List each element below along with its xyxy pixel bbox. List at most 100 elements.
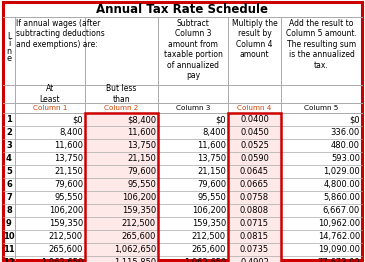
Bar xyxy=(85,113,158,126)
Bar xyxy=(85,152,158,165)
Text: 1,062,650: 1,062,650 xyxy=(184,258,226,262)
Text: 159,350: 159,350 xyxy=(122,206,156,215)
Text: Column 2: Column 2 xyxy=(104,105,139,111)
Text: 106,200: 106,200 xyxy=(192,206,226,215)
Bar xyxy=(85,217,158,230)
Text: 212,500: 212,500 xyxy=(49,232,83,241)
Text: e: e xyxy=(7,54,12,63)
Text: 14,762.00: 14,762.00 xyxy=(318,232,360,241)
Text: 11,600: 11,600 xyxy=(197,141,226,150)
Text: 212,500: 212,500 xyxy=(192,232,226,241)
Text: 95,550: 95,550 xyxy=(197,193,226,202)
Text: 77,673.00: 77,673.00 xyxy=(318,258,360,262)
Text: 79,600: 79,600 xyxy=(127,167,156,176)
Text: Column 5: Column 5 xyxy=(304,105,339,111)
Text: 10: 10 xyxy=(3,232,15,241)
Text: 6: 6 xyxy=(6,180,12,189)
Text: 5,860.00: 5,860.00 xyxy=(323,193,360,202)
Text: 212,500: 212,500 xyxy=(122,219,156,228)
Text: 79,600: 79,600 xyxy=(54,180,83,189)
Text: 1,029.00: 1,029.00 xyxy=(323,167,360,176)
Text: 0.0400: 0.0400 xyxy=(240,115,269,124)
Text: 0.0590: 0.0590 xyxy=(240,154,269,163)
Bar xyxy=(85,230,158,243)
Text: $0: $0 xyxy=(215,115,226,124)
Text: 8,400: 8,400 xyxy=(59,128,83,137)
Text: Column 3: Column 3 xyxy=(176,105,210,111)
Text: 13,750: 13,750 xyxy=(197,154,226,163)
Text: L: L xyxy=(7,31,11,41)
Text: 8,400: 8,400 xyxy=(202,128,226,137)
Text: Column 4: Column 4 xyxy=(237,105,272,111)
Text: 9: 9 xyxy=(6,219,12,228)
Text: Annual Tax Rate Schedule: Annual Tax Rate Schedule xyxy=(96,3,269,16)
Text: 4,800.00: 4,800.00 xyxy=(323,180,360,189)
Text: 5: 5 xyxy=(6,167,12,176)
Text: 2: 2 xyxy=(6,128,12,137)
Bar xyxy=(85,139,158,152)
Text: 13,750: 13,750 xyxy=(54,154,83,163)
Text: 0.0450: 0.0450 xyxy=(240,128,269,137)
Text: 79,600: 79,600 xyxy=(197,180,226,189)
Text: 0.0645: 0.0645 xyxy=(240,167,269,176)
Text: 8: 8 xyxy=(6,206,12,215)
Text: 0.0715: 0.0715 xyxy=(240,219,269,228)
Text: 12: 12 xyxy=(3,258,15,262)
Text: 265,600: 265,600 xyxy=(49,245,83,254)
Text: 11,600: 11,600 xyxy=(54,141,83,150)
Bar xyxy=(228,152,281,165)
Text: 6,667.00: 6,667.00 xyxy=(323,206,360,215)
Text: $0: $0 xyxy=(72,115,83,124)
Text: 95,550: 95,550 xyxy=(127,180,156,189)
Text: 0.0808: 0.0808 xyxy=(240,206,269,215)
Text: 21,150: 21,150 xyxy=(127,154,156,163)
Text: 336.00: 336.00 xyxy=(331,128,360,137)
Text: 1,062,650: 1,062,650 xyxy=(41,258,83,262)
Text: Column 1: Column 1 xyxy=(33,105,67,111)
Text: i: i xyxy=(8,39,10,48)
Text: 593.00: 593.00 xyxy=(331,154,360,163)
Text: 265,600: 265,600 xyxy=(122,232,156,241)
Text: 21,150: 21,150 xyxy=(197,167,226,176)
Text: At
Least: At Least xyxy=(40,84,60,104)
Text: 0.4902: 0.4902 xyxy=(240,258,269,262)
Text: Subtract
Column 3
amount from
taxable portion
of annualized
pay: Subtract Column 3 amount from taxable po… xyxy=(164,19,222,80)
Text: 13,750: 13,750 xyxy=(127,141,156,150)
Text: 480.00: 480.00 xyxy=(331,141,360,150)
Text: 11: 11 xyxy=(3,245,15,254)
Bar xyxy=(85,178,158,191)
Bar xyxy=(228,256,281,262)
Text: Add the result to
Column 5 amount.
The resulting sum
is the annualized
tax.: Add the result to Column 5 amount. The r… xyxy=(286,19,357,70)
Text: 0.0525: 0.0525 xyxy=(240,141,269,150)
Text: 106,200: 106,200 xyxy=(49,206,83,215)
Text: Multiply the
result by
Column 4
amount: Multiply the result by Column 4 amount xyxy=(232,19,277,59)
Text: 19,090.00: 19,090.00 xyxy=(318,245,360,254)
Bar xyxy=(228,113,281,126)
Text: 106,200: 106,200 xyxy=(122,193,156,202)
Text: n: n xyxy=(7,47,12,56)
Text: 4: 4 xyxy=(6,154,12,163)
Text: 0.0758: 0.0758 xyxy=(240,193,269,202)
Bar xyxy=(85,191,158,204)
Bar xyxy=(228,113,281,262)
Bar xyxy=(228,178,281,191)
Text: 159,350: 159,350 xyxy=(192,219,226,228)
Bar xyxy=(228,230,281,243)
Bar xyxy=(228,204,281,217)
Text: 159,350: 159,350 xyxy=(49,219,83,228)
Text: 265,600: 265,600 xyxy=(192,245,226,254)
Bar xyxy=(85,126,158,139)
Text: 3: 3 xyxy=(6,141,12,150)
Bar xyxy=(228,126,281,139)
Text: 1: 1 xyxy=(6,115,12,124)
Bar xyxy=(85,165,158,178)
Bar xyxy=(228,243,281,256)
Text: $8,400: $8,400 xyxy=(127,115,156,124)
Text: 1,115,850: 1,115,850 xyxy=(114,258,156,262)
Bar xyxy=(228,139,281,152)
Text: 0.0815: 0.0815 xyxy=(240,232,269,241)
Text: But less
than: But less than xyxy=(106,84,137,104)
Text: 21,150: 21,150 xyxy=(54,167,83,176)
Bar xyxy=(228,165,281,178)
Bar xyxy=(85,113,158,262)
